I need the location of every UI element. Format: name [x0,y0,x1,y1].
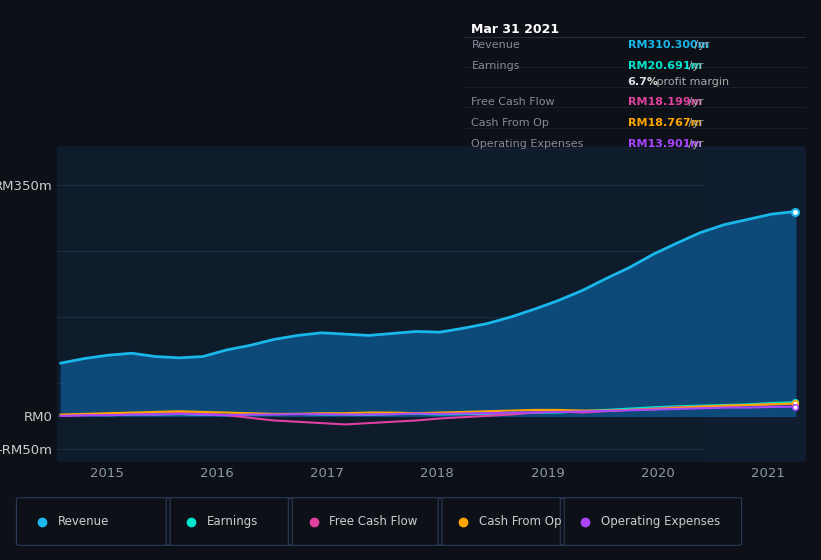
Text: RM18.767m: RM18.767m [627,118,702,128]
Text: Mar 31 2021: Mar 31 2021 [471,22,560,36]
Text: Earnings: Earnings [207,515,259,528]
Text: RM20.691m: RM20.691m [627,60,702,71]
Text: /yr: /yr [685,139,704,149]
Text: /yr: /yr [685,118,704,128]
Text: Cash From Op: Cash From Op [479,515,562,528]
Text: Operating Expenses: Operating Expenses [471,139,584,149]
Bar [704,146,806,462]
Text: Revenue: Revenue [471,40,521,50]
Text: /yr: /yr [691,40,710,50]
Text: RM310.300m: RM310.300m [627,40,709,50]
Text: profit margin: profit margin [653,77,729,87]
Text: /yr: /yr [685,60,704,71]
Text: Earnings: Earnings [471,60,520,71]
Text: Free Cash Flow: Free Cash Flow [471,97,555,107]
Text: Cash From Op: Cash From Op [471,118,549,128]
Text: Revenue: Revenue [57,515,108,528]
Text: RM13.901m: RM13.901m [627,139,701,149]
Text: Operating Expenses: Operating Expenses [601,515,721,528]
Text: Free Cash Flow: Free Cash Flow [329,515,418,528]
Text: /yr: /yr [685,97,704,107]
Text: 6.7%: 6.7% [627,77,658,87]
Text: RM18.199m: RM18.199m [627,97,702,107]
